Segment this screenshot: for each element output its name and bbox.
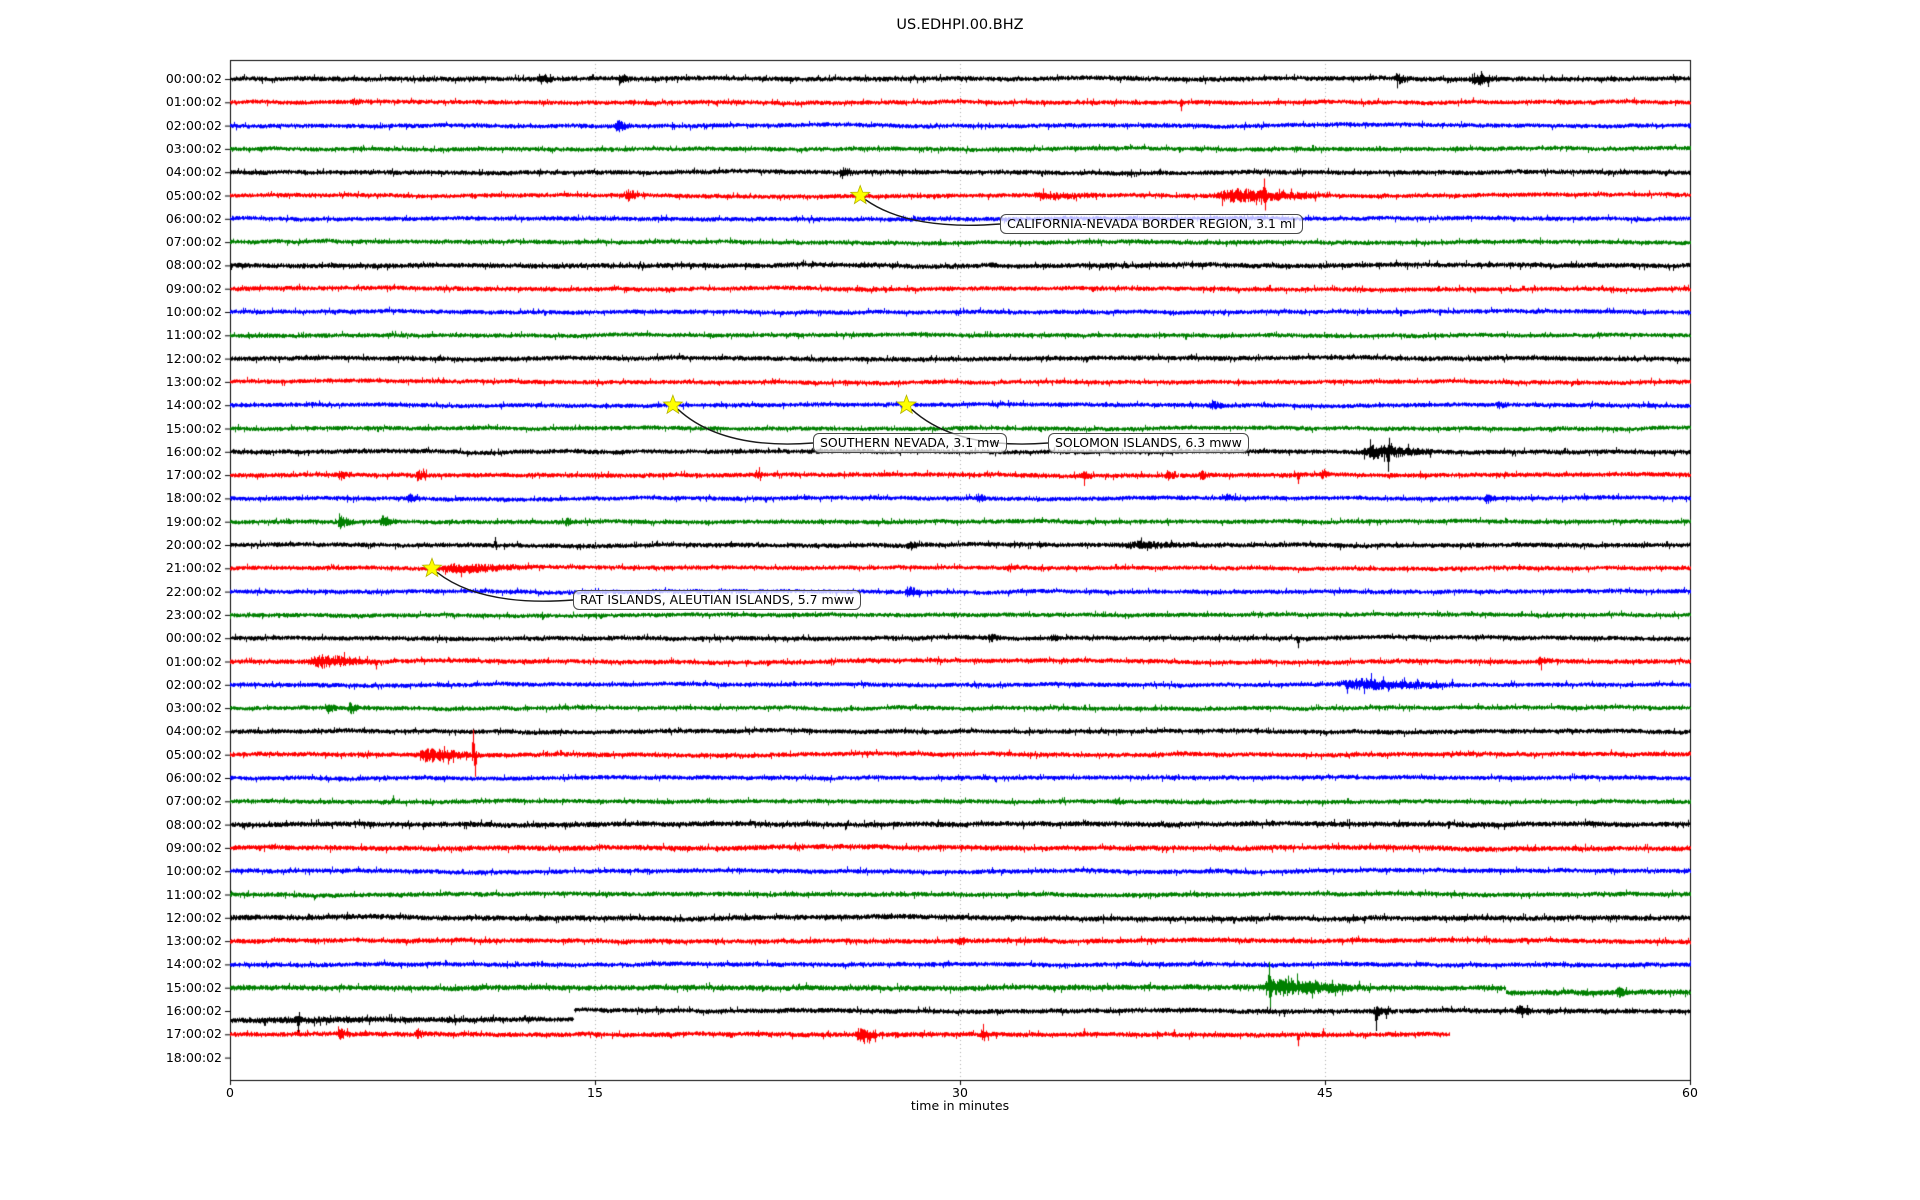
y-tick-label: 15:00:02 <box>165 979 222 995</box>
y-tick-label: 18:00:02 <box>165 1049 222 1065</box>
y-tick-label: 08:00:02 <box>165 816 222 832</box>
y-tick-label: 12:00:02 <box>165 350 222 366</box>
x-tick-label: 0 <box>226 1085 234 1100</box>
event-annotation-label: CALIFORNIA-NEVADA BORDER REGION, 3.1 ml <box>1000 214 1303 234</box>
y-tick-label: 04:00:02 <box>165 723 222 739</box>
y-tick-label: 23:00:02 <box>165 606 222 622</box>
y-tick-label: 01:00:02 <box>165 653 222 669</box>
y-tick-label: 00:00:02 <box>165 71 222 86</box>
x-axis-label: time in minutes <box>910 1098 1010 1113</box>
y-tick-label: 15:00:02 <box>165 420 222 436</box>
y-tick-label: 05:00:02 <box>165 746 222 762</box>
y-tick-label: 14:00:02 <box>165 397 222 413</box>
y-tick-label: 10:00:02 <box>165 304 222 319</box>
x-tick-label: 45 <box>1317 1085 1333 1100</box>
event-annotation-label: SOLOMON ISLANDS, 6.3 mww <box>1048 433 1249 453</box>
y-tick-label: 11:00:02 <box>165 886 222 902</box>
y-tick-label: 17:00:02 <box>165 467 222 483</box>
y-tick-label: 02:00:02 <box>165 676 222 692</box>
y-tick-label: 17:00:02 <box>165 1026 222 1042</box>
y-tick-label: 06:00:02 <box>165 770 222 785</box>
x-tick-label: 30 <box>952 1085 968 1100</box>
y-tick-label: 06:00:02 <box>165 210 222 226</box>
y-tick-label: 10:00:02 <box>165 863 222 879</box>
y-tick-label: 16:00:02 <box>165 443 222 459</box>
y-tick-label: 04:00:02 <box>165 164 222 180</box>
y-tick-label: 00:00:02 <box>165 630 222 646</box>
chart-title: US.EDHPI.00.BHZ <box>896 17 1024 33</box>
y-tick-label: 03:00:02 <box>165 700 222 716</box>
y-tick-label: 05:00:02 <box>165 187 222 203</box>
y-tick-label: 21:00:02 <box>165 560 222 576</box>
y-tick-label: 01:00:02 <box>165 94 222 110</box>
y-tick-label: 12:00:02 <box>165 909 222 925</box>
x-tick-label: 60 <box>1682 1085 1698 1100</box>
y-tick-label: 18:00:02 <box>165 490 222 506</box>
y-tick-label: 13:00:02 <box>165 373 222 389</box>
y-tick-label: 07:00:02 <box>165 793 222 809</box>
y-tick-label: 16:00:02 <box>165 1003 222 1018</box>
y-tick-label: 13:00:02 <box>165 933 222 949</box>
y-tick-label: 03:00:02 <box>165 140 222 156</box>
y-tick-label: 08:00:02 <box>165 257 222 273</box>
y-tick-label: 20:00:02 <box>165 537 222 552</box>
y-tick-label: 09:00:02 <box>165 839 222 855</box>
y-tick-label: 14:00:02 <box>165 956 222 972</box>
y-tick-label: 02:00:02 <box>165 117 222 133</box>
y-tick-label: 11:00:02 <box>165 327 222 343</box>
x-tick-label: 15 <box>587 1085 603 1100</box>
y-tick-label: 19:00:02 <box>165 513 222 529</box>
y-tick-label: 09:00:02 <box>165 280 222 296</box>
y-tick-label: 07:00:02 <box>165 234 222 250</box>
y-tick-label: 22:00:02 <box>165 583 222 599</box>
event-annotation-label: SOUTHERN NEVADA, 3.1 mw <box>813 433 1007 453</box>
event-annotation-label: RAT ISLANDS, ALEUTIAN ISLANDS, 5.7 mww <box>573 590 862 610</box>
